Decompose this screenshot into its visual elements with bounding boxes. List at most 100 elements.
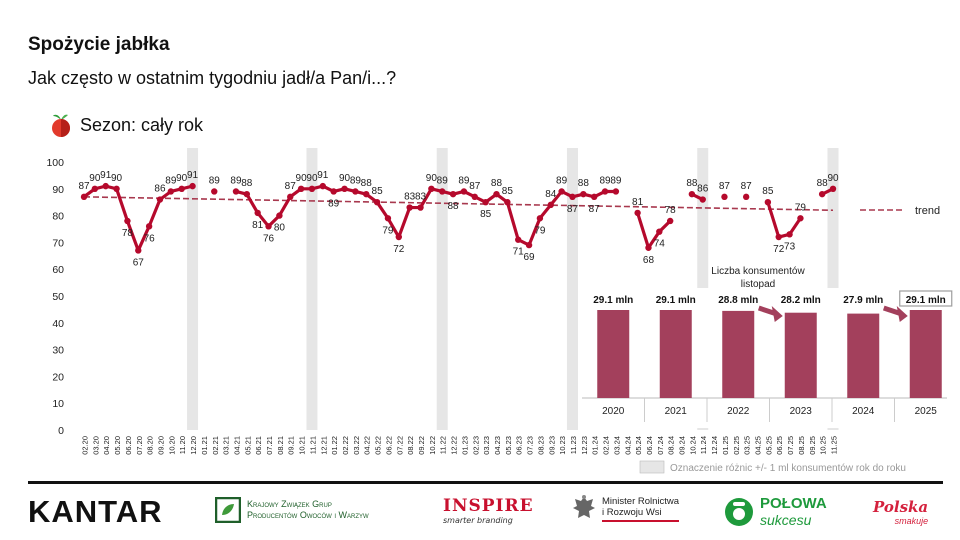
- series-line-segment: [766, 200, 803, 239]
- x-tick-label: 01.23: [460, 436, 469, 455]
- bar-chart-title-line2: listopad: [741, 279, 775, 290]
- data-point: [124, 217, 131, 225]
- y-tick-label: 10: [52, 398, 64, 410]
- polska-line1: Polska: [873, 498, 929, 516]
- x-tick-label: 11.25: [830, 436, 839, 454]
- x-tick-label: 10.22: [428, 436, 437, 455]
- highlight-band: [436, 148, 448, 430]
- minister-logo: Minister Rolnictwa i Rozwoju Wsi: [572, 494, 680, 524]
- y-tick-label: 80: [52, 211, 64, 223]
- x-tick-label: 12.22: [450, 436, 459, 455]
- data-label: 76: [263, 233, 275, 244]
- x-tick-label: 09.21: [287, 436, 296, 455]
- x-tick-label: 12.21: [319, 436, 328, 455]
- data-point: [688, 190, 696, 198]
- data-point: [656, 228, 663, 235]
- bar: [597, 310, 630, 398]
- x-tick-label: 07.25: [786, 436, 795, 455]
- inspire-name: INSPIRE: [443, 496, 534, 516]
- data-point: [590, 193, 598, 201]
- data-label: 87: [469, 181, 481, 192]
- x-tick-label: 01.24: [591, 436, 600, 455]
- data-label: 79: [795, 202, 807, 213]
- data-label: 72: [773, 244, 785, 255]
- data-point: [634, 209, 641, 217]
- data-label: 90: [339, 173, 351, 184]
- data-point: [764, 199, 772, 206]
- data-point: [232, 188, 240, 195]
- bar: [659, 310, 692, 398]
- bar: [722, 310, 755, 398]
- bar-category-label: 2025: [915, 406, 938, 417]
- data-point: [818, 190, 826, 198]
- y-tick-label: 90: [52, 184, 64, 196]
- data-point: [395, 233, 402, 241]
- y-tick-label: 70: [52, 237, 64, 249]
- data-label: 87: [719, 181, 731, 192]
- data-label: 89: [328, 198, 340, 209]
- data-label: 84: [545, 189, 557, 200]
- data-point: [482, 199, 489, 206]
- polowa-line1: POŁOWA: [760, 495, 827, 512]
- highlight-band: [306, 148, 318, 430]
- data-point: [145, 223, 153, 230]
- x-tick-label: 02.25: [732, 436, 741, 455]
- x-tick-label: 09.22: [417, 436, 426, 455]
- data-label: 89: [599, 175, 611, 186]
- x-tick-label: 05.23: [504, 436, 513, 455]
- x-tick-label: 08.21: [276, 436, 285, 455]
- x-tick-label: 03.20: [91, 436, 100, 455]
- bar-category-label: 2020: [602, 406, 625, 417]
- x-tick-label: 02.24: [602, 436, 611, 455]
- x-tick-label: 10.23: [558, 436, 567, 455]
- x-tick-label: 09.20: [156, 436, 165, 455]
- x-tick-label: 06.25: [775, 436, 784, 455]
- data-point: [666, 217, 674, 225]
- y-tick-label: 40: [52, 318, 64, 330]
- bar: [847, 313, 880, 398]
- data-point: [287, 193, 294, 201]
- data-label: 88: [361, 178, 373, 189]
- data-label: 88: [686, 178, 698, 189]
- data-point: [829, 185, 837, 192]
- x-tick-label: 02.22: [341, 436, 350, 455]
- data-point: [612, 188, 620, 195]
- data-point: [330, 188, 337, 195]
- data-point: [569, 193, 576, 201]
- x-tick-label: 04.22: [363, 436, 372, 455]
- data-point: [254, 209, 261, 217]
- data-label: 87: [78, 181, 90, 192]
- x-tick-label: 11.20: [178, 436, 187, 454]
- bar-chart-title-line1: Liczba konsumentów: [711, 266, 805, 277]
- data-label: 89: [556, 175, 568, 186]
- page-subtitle: Jak często w ostatnim tygodniu jadł/a Pa…: [28, 68, 397, 88]
- x-tick-label: 06.21: [254, 436, 263, 455]
- data-label: 85: [762, 186, 774, 197]
- x-tick-label: 08.22: [406, 436, 415, 455]
- data-label: 90: [306, 173, 318, 184]
- series-line-segment: [82, 184, 195, 253]
- data-label: 78: [665, 205, 677, 216]
- data-point: [493, 190, 500, 198]
- data-point: [406, 204, 413, 211]
- data-label: 79: [382, 225, 394, 236]
- data-point: [276, 212, 283, 219]
- data-label: 87: [285, 181, 297, 192]
- x-tick-label: 11.23: [569, 436, 578, 454]
- data-label: 78: [122, 228, 134, 239]
- data-label: 89: [610, 175, 622, 186]
- x-tick-label: 09.25: [808, 436, 817, 455]
- data-point: [449, 190, 457, 198]
- x-tick-label: 11.21: [308, 436, 317, 454]
- data-point: [91, 185, 99, 192]
- x-tick-label: 03.21: [222, 436, 231, 455]
- x-tick-label: 03.24: [612, 436, 621, 455]
- data-label: 83: [404, 192, 416, 203]
- data-point: [319, 182, 327, 190]
- data-point: [167, 188, 175, 195]
- x-tick-label: 05.20: [113, 436, 122, 455]
- data-label: 81: [252, 220, 264, 231]
- data-label: 90: [296, 173, 308, 184]
- x-tick-label: 01.21: [200, 436, 209, 455]
- x-tick-label: 10.21: [298, 436, 307, 455]
